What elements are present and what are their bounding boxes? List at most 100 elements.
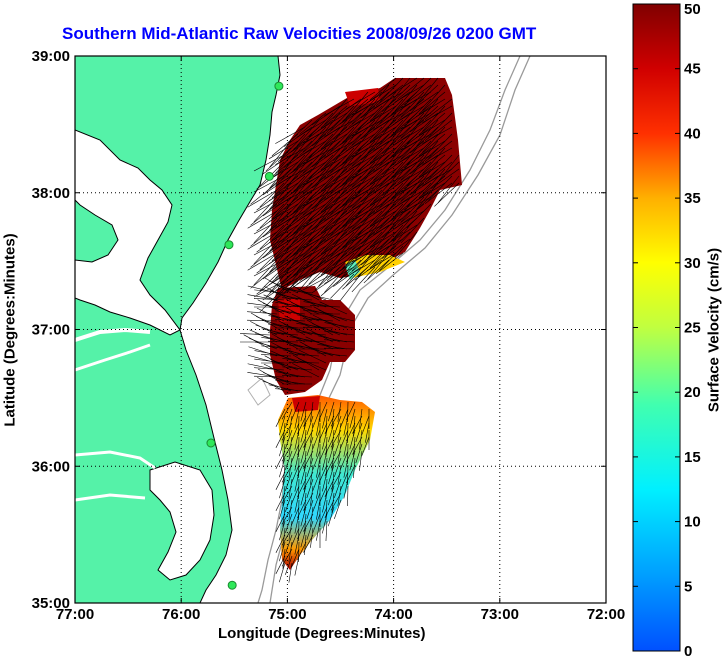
- colorbar-tick-label: 10: [684, 514, 701, 531]
- velocity-arrow: [306, 478, 314, 499]
- velocity-arrow: [306, 499, 314, 520]
- velocity-arrow: [303, 471, 314, 490]
- velocity-arrow: [294, 408, 300, 429]
- velocity-arrow: [314, 161, 341, 186]
- velocity-arrow: [324, 266, 348, 293]
- velocity-arrow: [434, 182, 460, 207]
- velocity-arrow: [331, 471, 335, 492]
- velocity-arrow: [269, 245, 292, 273]
- x-tick-label: 77:00: [56, 606, 94, 623]
- velocity-arrow: [324, 224, 355, 242]
- velocity-arrow: [342, 119, 369, 143]
- velocity-arrow: [409, 154, 439, 175]
- velocity-arrow: [283, 332, 313, 343]
- velocity-arrow: [334, 436, 342, 456]
- radar-stations: [206, 81, 284, 590]
- colorbar-tick-label: 45: [684, 61, 701, 78]
- velocity-arrow: [275, 189, 299, 216]
- velocity-arrow: [373, 91, 404, 109]
- velocity-arrow: [254, 375, 285, 378]
- velocity-arrow: [275, 189, 306, 207]
- velocity-arrow: [293, 210, 320, 234]
- velocity-arrow: [277, 140, 306, 162]
- velocity-arrow: [369, 161, 397, 185]
- velocity-arrow: [334, 478, 342, 498]
- velocity-arrow: [294, 471, 300, 492]
- velocity-arrow: [303, 318, 334, 322]
- velocity-arrow: [373, 154, 397, 181]
- velocity-arrow: [317, 154, 348, 174]
- velocity-arrow: [320, 252, 348, 276]
- velocity-arrow: [330, 210, 355, 236]
- velocity-arrow: [360, 119, 390, 140]
- velocity-arrow: [275, 450, 286, 469]
- velocity-arrow: [320, 126, 348, 150]
- velocity-arrow: [324, 224, 348, 251]
- velocity-arrow: [277, 266, 306, 288]
- velocity-arrow: [290, 217, 320, 237]
- velocity-arrow: [422, 84, 446, 111]
- velocity-arrow: [302, 273, 334, 291]
- velocity-arrow: [331, 408, 335, 429]
- velocity-arrow: [265, 168, 292, 193]
- velocity-arrow: [294, 492, 300, 513]
- velocity-arrow: [306, 457, 314, 478]
- velocity-arrow: [281, 506, 293, 525]
- velocity-arrow: [303, 513, 314, 532]
- velocity-arrow: [324, 322, 355, 329]
- velocity-arrow: [339, 273, 362, 301]
- velocity-arrow: [290, 154, 320, 174]
- velocity-arrow: [304, 408, 307, 429]
- velocity-arrow: [339, 168, 362, 196]
- velocity-arrow: [373, 133, 397, 160]
- velocity-arrow: [265, 189, 292, 214]
- velocity-arrow: [281, 464, 293, 483]
- velocity-arrow: [285, 492, 293, 512]
- velocity-arrow: [281, 133, 306, 159]
- velocity-arrow: [253, 217, 285, 235]
- velocity-arrow: [422, 147, 446, 174]
- velocity-arrow: [317, 344, 348, 350]
- velocity-arrow: [316, 457, 321, 478]
- velocity-arrow: [320, 105, 348, 129]
- velocity-arrow: [363, 238, 390, 263]
- velocity-arrow: [281, 217, 306, 243]
- velocity-arrow: [303, 429, 314, 448]
- velocity-arrow: [357, 252, 383, 278]
- velocity-arrow: [351, 140, 376, 167]
- velocity-arrow: [318, 196, 341, 224]
- velocity-arrow: [361, 436, 370, 456]
- velocity-arrow: [330, 450, 342, 469]
- velocity-arrow: [406, 119, 432, 145]
- station-marker: [264, 171, 274, 181]
- velocity-arrow: [281, 154, 306, 180]
- velocity-arrow: [339, 231, 369, 251]
- velocity-arrow: [254, 289, 285, 294]
- velocity-arrow: [437, 154, 460, 182]
- velocity-arrow: [388, 77, 411, 105]
- velocity-arrow: [293, 252, 320, 276]
- velocity-arrow: [331, 450, 335, 471]
- velocity-arrow: [296, 245, 320, 273]
- velocity-arrow: [352, 415, 363, 434]
- velocity-arrow: [305, 266, 334, 288]
- velocity-arrow: [285, 555, 293, 575]
- velocity-arrow: [354, 217, 383, 239]
- velocity-arrow: [300, 422, 307, 443]
- velocity-arrow: [437, 175, 460, 203]
- velocity-arrow: [412, 105, 439, 130]
- velocity-arrow: [250, 266, 278, 289]
- velocity-arrow: [326, 259, 355, 281]
- velocity-arrow: [343, 478, 349, 499]
- velocity-arrow: [240, 333, 271, 336]
- velocity-arrow: [311, 147, 341, 168]
- velocity-arrow: [339, 105, 362, 133]
- velocity-arrow: [294, 513, 300, 534]
- velocity-arrow: [303, 408, 314, 427]
- velocity-arrow: [343, 415, 349, 436]
- velocity-arrow: [312, 471, 321, 491]
- velocity-arrow: [375, 84, 404, 106]
- x-tick-label: 72:00: [587, 606, 625, 623]
- velocity-arrow: [339, 126, 369, 146]
- velocity-arrow: [400, 133, 425, 160]
